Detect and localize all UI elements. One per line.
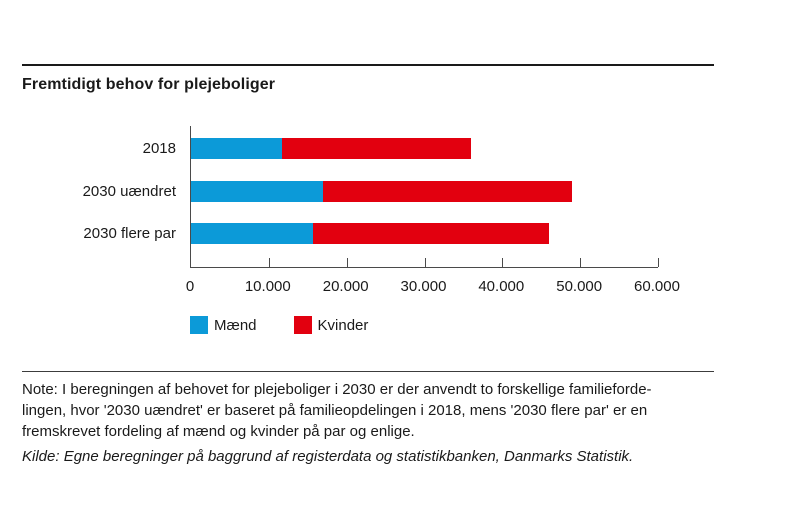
x-tick-label: 30.000 — [400, 278, 447, 295]
bar-2018 — [191, 138, 472, 159]
bar-segment-kvinder — [323, 181, 573, 202]
note-text: Note: I beregningen af behovet for pleje… — [22, 381, 652, 440]
x-axis-tick-labels: 0 10.000 20.000 30.000 40.000 50.000 60.000 — [0, 278, 800, 298]
source-text: Kilde: Egne beregninger på baggrund af r… — [22, 448, 634, 465]
x-tick-label: 40.000 — [478, 278, 525, 295]
x-tick — [580, 258, 582, 267]
header-rule — [22, 64, 714, 66]
x-tick — [424, 258, 426, 267]
x-tick-label: 10.000 — [244, 278, 291, 295]
x-tick — [658, 258, 659, 267]
bar-2030-uændret — [191, 181, 573, 202]
legend-item-maend: Mænd — [190, 316, 257, 334]
x-tick-label: 0 — [185, 278, 195, 295]
plot-area — [190, 126, 659, 268]
legend: Mænd Kvinder — [190, 316, 368, 334]
category-axis: 2018 2030 uændret 2030 flere par — [0, 126, 176, 267]
bar-2030-flere-par — [191, 223, 549, 244]
legend-item-kvinder: Kvinder — [293, 316, 369, 334]
bar-segment-kvinder — [282, 138, 472, 159]
bar-segment-mænd — [191, 181, 324, 202]
bar-segment-mænd — [191, 138, 283, 159]
x-tick — [502, 258, 504, 267]
x-tick-label: 50.000 — [556, 278, 603, 295]
legend-swatch-maend — [190, 316, 208, 334]
category-label: 2030 flere par — [83, 225, 176, 242]
bar-segment-mænd — [191, 223, 314, 244]
category-label: 2018 — [142, 140, 176, 157]
bar-segment-kvinder — [313, 223, 549, 244]
category-label: 2030 uændret — [82, 183, 176, 200]
x-tick-label: 20.000 — [322, 278, 369, 295]
legend-label-maend: Mænd — [214, 316, 257, 334]
legend-label-kvinder: Kvinder — [317, 316, 369, 334]
chart-title: Fremtidigt behov for plejeboliger — [22, 76, 276, 93]
x-tick-label: 60.000 — [634, 278, 680, 295]
x-tick — [346, 258, 348, 267]
legend-swatch-kvinder — [293, 316, 312, 334]
x-tick — [268, 258, 270, 267]
note-rule — [22, 371, 714, 372]
